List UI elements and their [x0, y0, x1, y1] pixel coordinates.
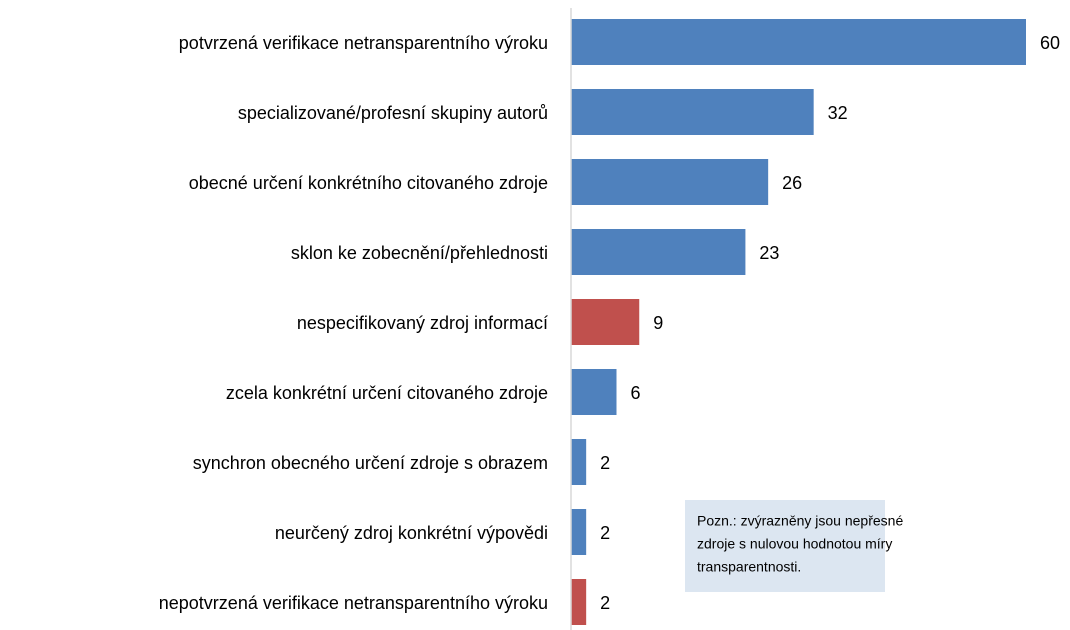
category-label: nepotvrzená verifikace netransparentního…	[159, 593, 548, 613]
category-label: zcela konkrétní určení citovaného zdroje	[226, 383, 548, 403]
category-label: potvrzená verifikace netransparentního v…	[179, 33, 548, 53]
value-label: 9	[653, 313, 663, 333]
bar	[571, 19, 1026, 65]
bar	[571, 229, 746, 275]
bar	[571, 439, 587, 485]
category-label: sklon ke zobecnění/přehlednosti	[291, 243, 548, 263]
bar	[571, 159, 769, 205]
value-label: 26	[782, 173, 802, 193]
value-label: 60	[1040, 33, 1060, 53]
note-box	[685, 500, 885, 592]
value-label: 2	[600, 593, 610, 613]
category-label: synchron obecného určení zdroje s obraze…	[193, 453, 548, 473]
bar	[571, 89, 814, 135]
category-label: nespecifikovaný zdroj informací	[297, 313, 548, 333]
category-label: obecné určení konkrétního citovaného zdr…	[189, 173, 548, 193]
value-label: 6	[631, 383, 641, 403]
note-text: zdroje s nulovou hodnotou míry	[697, 536, 892, 552]
value-label: 23	[759, 243, 779, 263]
bar	[571, 509, 587, 555]
value-label: 32	[828, 103, 848, 123]
value-label: 2	[600, 453, 610, 473]
value-label: 2	[600, 523, 610, 543]
bar	[571, 369, 617, 415]
bar	[571, 299, 640, 345]
bar	[571, 579, 587, 625]
note-text: Pozn.: zvýrazněny jsou nepřesné	[697, 513, 903, 529]
category-label: neurčený zdroj konkrétní výpovědi	[275, 523, 548, 543]
category-label: specializované/profesní skupiny autorů	[238, 103, 548, 123]
note-text: transparentnosti.	[697, 559, 801, 575]
